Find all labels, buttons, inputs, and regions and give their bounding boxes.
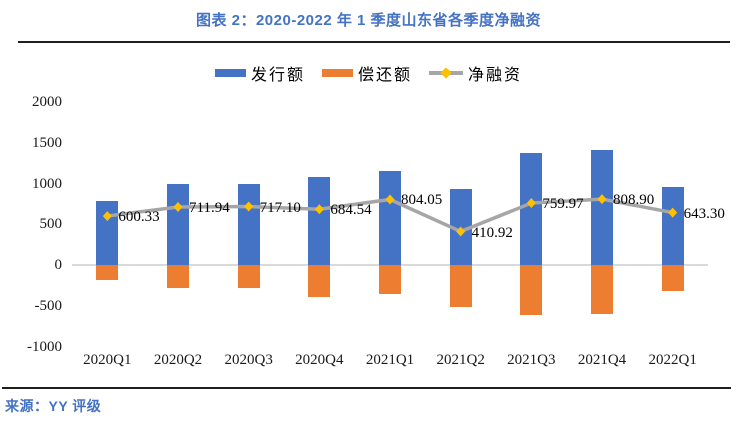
net-marker-icon	[385, 194, 395, 205]
y-tick-label: 500	[39, 216, 63, 233]
repayment-bar	[591, 265, 613, 314]
legend-label-net: 净融资	[468, 67, 523, 84]
x-axis-label: 2022Q1	[648, 352, 697, 368]
legend-label-issuance: 发行额	[250, 67, 305, 84]
net-value-label: 804.05	[401, 192, 443, 209]
net-marker-icon	[102, 211, 112, 222]
y-tick-label: 1000	[32, 175, 62, 192]
legend: 发行额 偿还额 净融资	[0, 62, 737, 84]
repayment-bar	[661, 265, 684, 291]
net-marker-icon	[456, 226, 466, 237]
net-value-label: 600.33	[118, 209, 160, 226]
repayment-bar	[96, 265, 119, 281]
net-value-label: 684.54	[330, 202, 372, 219]
chart-title: 图表 2：2020-2022 年 1 季度山东省各季度净融资	[195, 12, 542, 29]
net-value-label: 717.10	[259, 199, 301, 216]
x-axis-label: 2021Q3	[507, 352, 556, 368]
net-marker-icon	[244, 201, 254, 212]
y-tick-label: -500	[34, 297, 63, 314]
issuance-bar	[237, 183, 260, 265]
net-value-label: 759.97	[542, 196, 584, 213]
x-axis-label: 2020Q3	[224, 352, 273, 368]
repayment-bar	[379, 265, 401, 294]
net-marker-icon	[314, 204, 324, 215]
x-axis-label: 2020Q1	[83, 352, 132, 368]
net-line-swatch-icon	[429, 67, 463, 79]
legend-label-repayment: 偿还额	[357, 67, 412, 84]
y-tick-label: 2000	[32, 94, 62, 110]
repayment-bar	[237, 265, 260, 289]
issuance-swatch-icon	[214, 69, 246, 77]
source-note: 来源：YY 评级	[5, 398, 102, 414]
net-value-label: 410.92	[471, 224, 513, 241]
issuance-bar	[167, 183, 189, 265]
net-marker-icon	[173, 201, 183, 212]
x-axis-label: 2020Q4	[295, 352, 344, 368]
y-tick-label: 0	[54, 257, 63, 273]
y-tick-label: 1500	[32, 134, 62, 151]
legend-item-net: 净融资	[429, 61, 522, 85]
repayment-bar	[167, 265, 189, 289]
x-axis-label: 2021Q2	[436, 352, 485, 368]
issuance-bar	[591, 150, 613, 265]
x-axis-label: 2021Q1	[365, 352, 415, 368]
issuance-bar	[661, 186, 684, 265]
issuance-bar	[379, 170, 401, 265]
net-marker-icon	[668, 207, 678, 218]
x-axis-label: 2020Q2	[153, 352, 203, 368]
y-tick-label: -1000	[27, 338, 62, 355]
repayment-swatch-icon	[321, 69, 353, 77]
net-marker-icon	[597, 194, 607, 205]
repayment-bar	[520, 265, 543, 316]
net-value-label: 711.94	[189, 199, 230, 216]
footer-divider	[2, 387, 731, 389]
net-marker-icon	[526, 198, 536, 209]
repayment-bar	[449, 265, 472, 308]
repayment-bar	[308, 265, 331, 298]
title-divider	[18, 41, 730, 43]
net-value-label: 643.30	[683, 205, 725, 222]
net-value-label: 808.90	[613, 192, 655, 209]
legend-item-issuance: 发行额	[214, 61, 305, 85]
issuance-bar	[520, 152, 543, 265]
x-axis-label: 2021Q4	[577, 352, 627, 368]
legend-item-repayment: 偿还额	[321, 61, 412, 85]
issuance-bar	[308, 176, 331, 265]
